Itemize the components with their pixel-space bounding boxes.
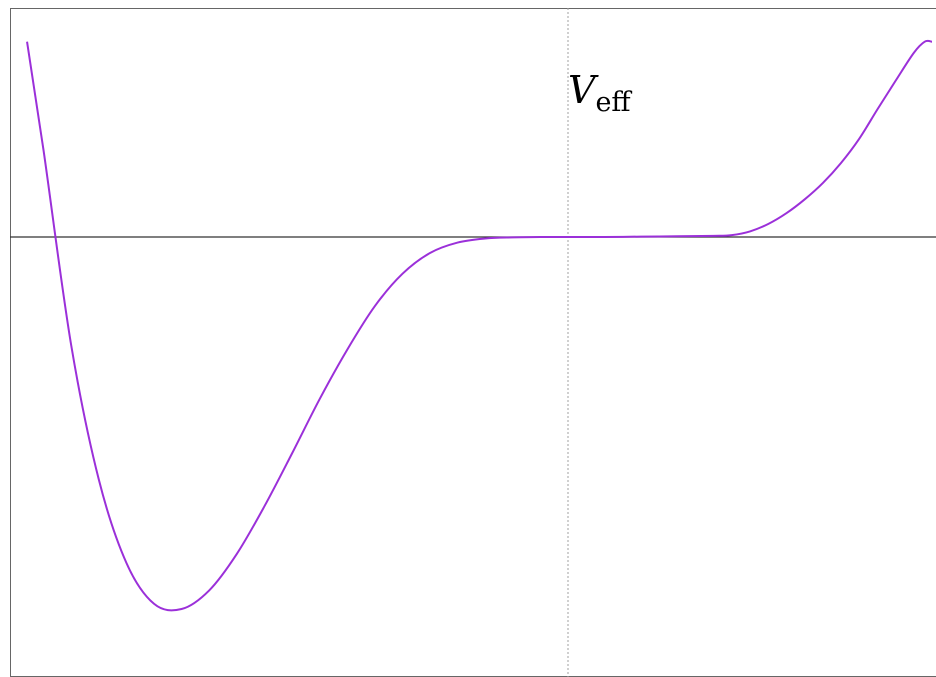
curve-label-main: V bbox=[568, 68, 599, 112]
curve-label-subscript: eff bbox=[595, 87, 632, 118]
curve-label: Veff bbox=[568, 68, 632, 118]
series-line bbox=[26, 39, 933, 612]
plot-frame bbox=[10, 8, 936, 677]
